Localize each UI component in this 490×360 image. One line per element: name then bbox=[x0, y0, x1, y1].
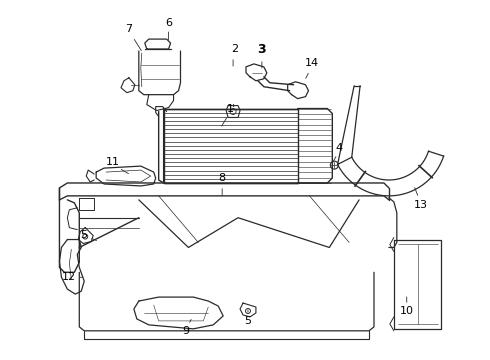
Text: 3: 3 bbox=[258, 42, 266, 55]
Text: 5: 5 bbox=[80, 230, 87, 239]
Text: 13: 13 bbox=[414, 200, 428, 210]
Text: 9: 9 bbox=[182, 326, 189, 336]
Text: 11: 11 bbox=[106, 157, 120, 167]
Text: 10: 10 bbox=[400, 306, 414, 316]
Text: 12: 12 bbox=[62, 272, 76, 282]
Text: 7: 7 bbox=[125, 24, 132, 34]
Text: 2: 2 bbox=[231, 44, 239, 54]
Text: 1: 1 bbox=[226, 104, 234, 113]
Text: 6: 6 bbox=[165, 18, 172, 28]
Text: 8: 8 bbox=[219, 173, 226, 183]
Text: 4: 4 bbox=[336, 143, 343, 153]
Text: 5: 5 bbox=[245, 316, 251, 326]
Text: 14: 14 bbox=[304, 58, 319, 68]
